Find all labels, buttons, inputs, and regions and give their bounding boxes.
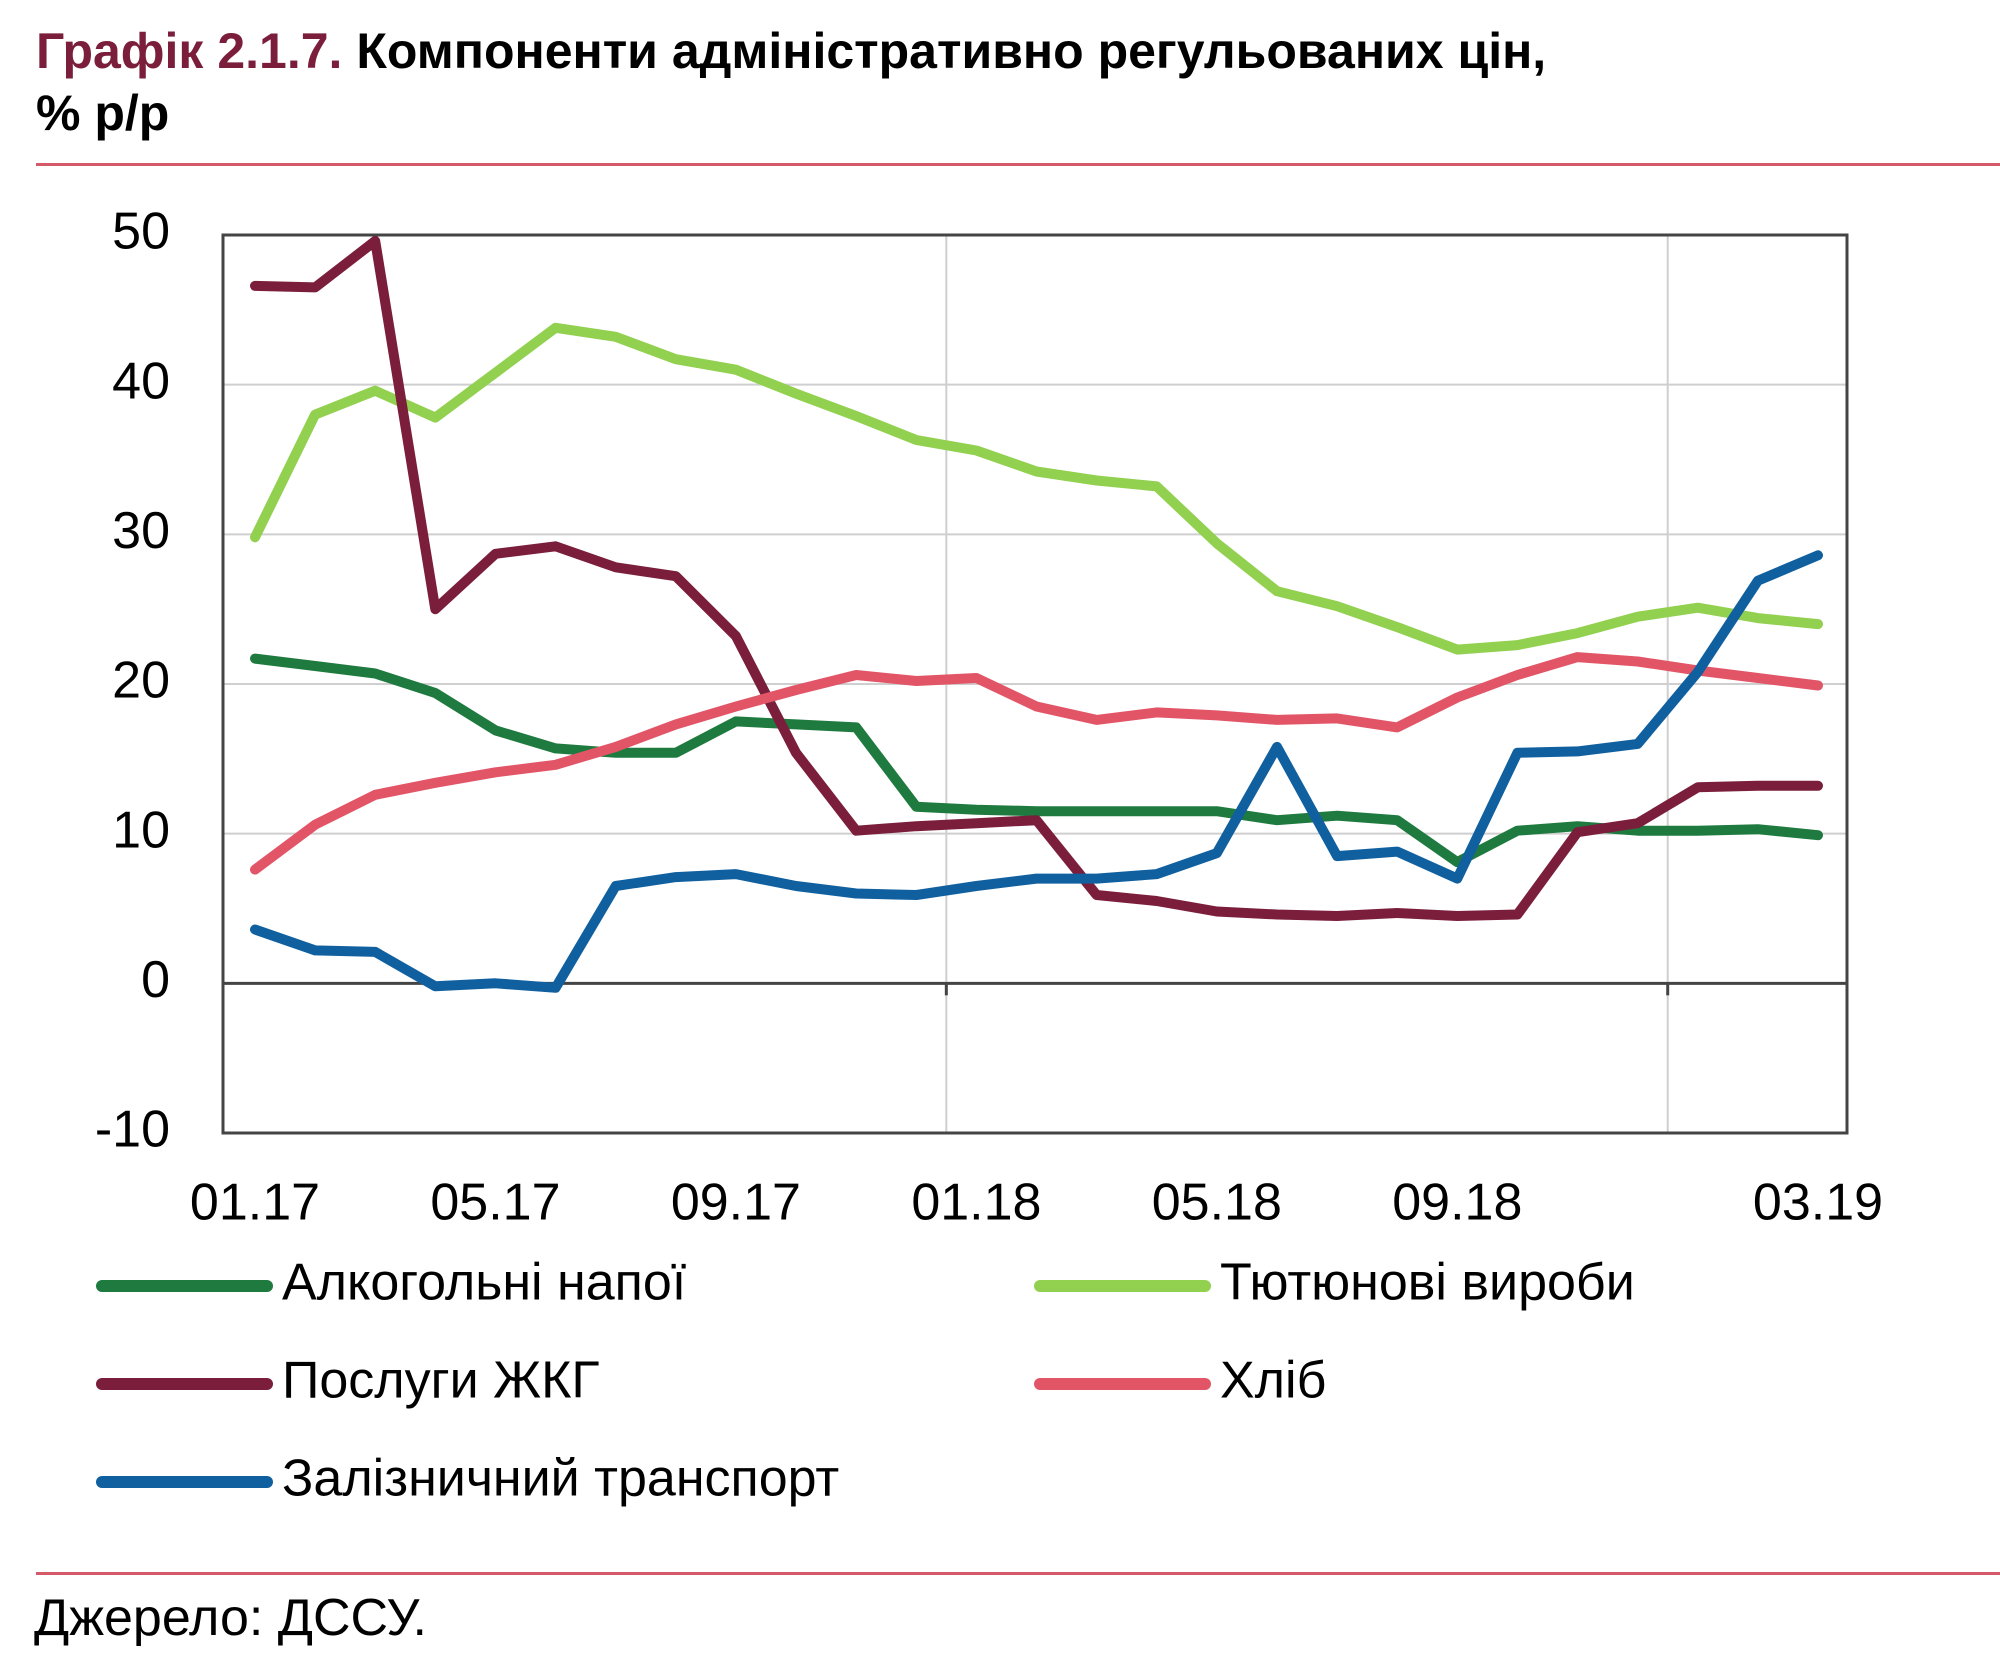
y-tick-label: -10 <box>95 1101 170 1159</box>
y-tick-label: 50 <box>112 203 170 261</box>
x-tick-label: 03.19 <box>1753 1174 1883 1232</box>
x-tick-label: 09.18 <box>1392 1174 1522 1232</box>
series-line <box>250 236 1823 921</box>
chart-title: Компоненти адміністративно регульованих … <box>356 23 1547 79</box>
x-tick-label: 05.18 <box>1152 1174 1282 1232</box>
title-line: Графік 2.1.7. Компоненти адміністративно… <box>36 20 1546 82</box>
legend-label: Залізничний транспорт <box>282 1450 839 1508</box>
chart-subtitle: % р/р <box>36 85 170 141</box>
rule <box>36 1572 2000 1575</box>
chart: -10 0 10 20 30 40 50 01.17 05.17 09.17 01.18 05.18 0… <box>95 203 1883 1508</box>
plot-frame <box>221 233 1849 1135</box>
title-label: Графік 2.1.7. <box>36 23 343 79</box>
rule <box>36 163 2000 166</box>
legend-label: Хліб <box>1220 1352 1326 1410</box>
y-tick-label: 10 <box>112 801 170 859</box>
title-block: Графік 2.1.7. Компоненти адміністративно… <box>36 20 1546 144</box>
source: Джерело: ДССУ. <box>34 1589 427 1647</box>
x-tick-label: 01.17 <box>190 1174 320 1232</box>
series-line <box>250 550 1823 993</box>
legend-label: Послуги ЖКГ <box>282 1352 600 1410</box>
series-line <box>250 653 1823 868</box>
y-tick-label: 0 <box>141 951 170 1009</box>
legend-label: Тютюнові вироби <box>1220 1254 1635 1312</box>
legend-label: Алкогольні напої <box>282 1254 686 1312</box>
y-tick-label: 30 <box>112 502 170 560</box>
y-tick-label: 40 <box>112 352 170 410</box>
series-line <box>250 652 1823 875</box>
y-tick-label: 20 <box>112 652 170 710</box>
series-line <box>250 322 1823 655</box>
x-tick-label: 05.17 <box>430 1174 560 1232</box>
x-tick-label: 09.17 <box>671 1174 801 1232</box>
x-tick-label: 01.18 <box>911 1174 1041 1232</box>
